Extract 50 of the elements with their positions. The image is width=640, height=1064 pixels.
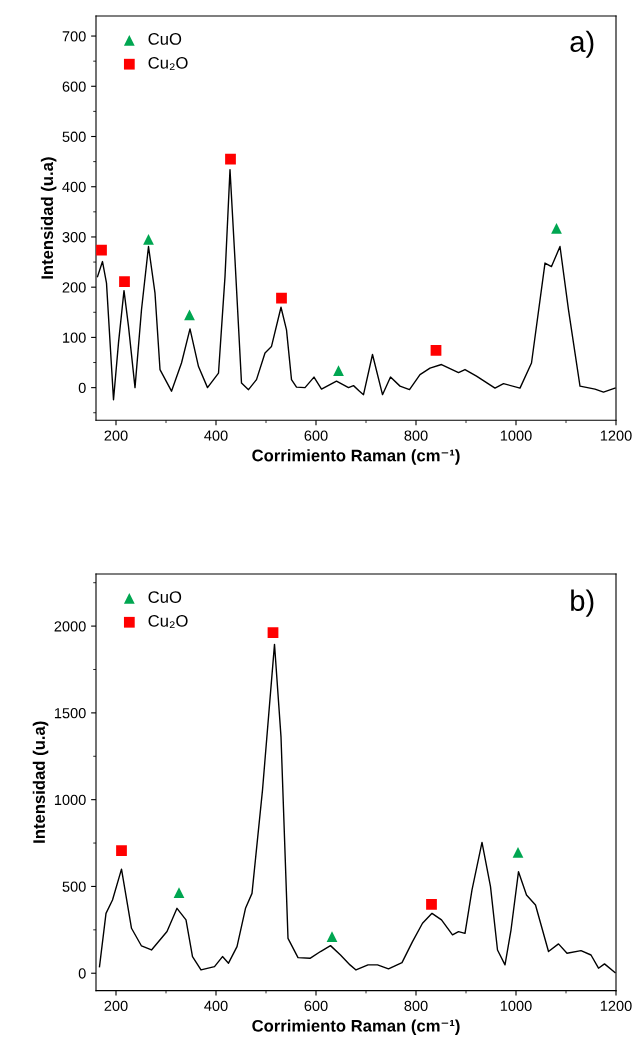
y-tick-label: 600 [62,81,86,92]
x-tick-label: 600 [304,430,328,441]
point [430,345,442,356]
y-tick-label: 400 [62,181,86,193]
y-tick-label: 700 [62,31,86,42]
x-tick-label: 800 [404,430,428,441]
legend-label: CuO [148,33,182,45]
y-tick-label: 0 [78,968,86,979]
y-tick-label: 1500 [54,707,86,719]
legend-label: CuO [148,591,182,603]
annotation: a) [570,30,594,58]
x-tick-label: 1000 [500,1000,532,1012]
x-axis-title: Corrimiento Raman (cm⁻¹) [252,449,460,465]
point [276,292,287,304]
point [326,931,338,942]
x-tick-label: 400 [204,1000,228,1012]
point [267,627,279,639]
x-tick-label: 1200 [600,1000,632,1012]
point [143,234,154,245]
x-tick-label: 600 [304,1000,328,1012]
y-tick-label: 0 [78,382,86,394]
point [96,244,107,256]
legend-label: Cu₂O [148,56,188,70]
point [551,223,562,234]
point [173,887,185,899]
x-tick-label: 1200 [600,430,632,441]
point [426,898,437,910]
point [184,309,195,321]
x-tick-label: 800 [404,1000,428,1012]
y-tick-label: 200 [62,282,86,293]
annotation: b) [571,589,594,617]
point [225,153,236,165]
y-axis-title: Intensidad (u.a) [32,721,49,843]
point [512,847,524,858]
x-tick-label: 400 [204,430,228,441]
point [116,845,127,857]
y-tick-label: 300 [62,232,86,243]
x-axis-title: Corrimiento Raman (cm⁻¹) [252,1019,460,1035]
y-tick-label: 500 [62,131,86,142]
legend-label: Cu₂O [148,615,188,629]
point [333,365,344,376]
point [119,276,130,288]
x-tick-label: 200 [104,430,128,441]
x-tick-label: 1000 [500,430,532,441]
y-tick-label: 500 [62,881,86,892]
y-axis-title: Intensidad (u.a) [40,157,57,279]
x-tick-label: 200 [104,1000,128,1012]
y-tick-label: 100 [63,332,86,343]
y-tick-label: 2000 [54,621,86,632]
y-tick-label: 1000 [54,794,86,806]
